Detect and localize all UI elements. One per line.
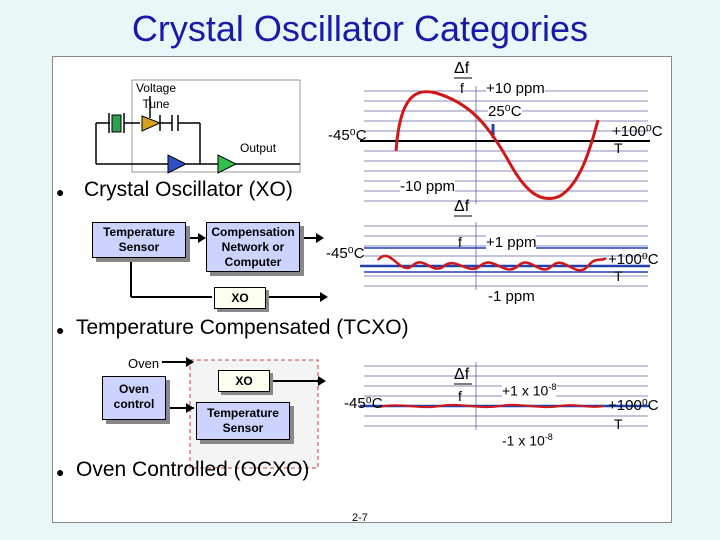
- diagram-panel: [52, 56, 672, 523]
- xo-room-temp-label: 25⁰C: [488, 102, 522, 120]
- section-bullet-ocxo: ●: [56, 464, 65, 480]
- tcxo-xo-box: XO: [214, 287, 266, 309]
- xo-temp-axis-label: T: [614, 140, 623, 156]
- oven-control-label: Oven control: [113, 382, 155, 411]
- tcxo-arrows: [130, 237, 320, 298]
- ocxo-temperature-sensor-label: Temperature Sensor: [207, 406, 279, 435]
- tcxo-arrow-head-2: [316, 233, 324, 243]
- compensation-network-label: Compensation Network or Computer: [211, 225, 295, 269]
- ocxo-df-label: Δf: [454, 366, 470, 383]
- tcxo-right-temp-label: +100⁰C: [608, 251, 659, 268]
- page-number: 2-7: [352, 512, 368, 524]
- xo-left-temp-label: -45⁰C: [328, 127, 367, 144]
- ocxo-arrow-head-3: [318, 376, 326, 386]
- varactor-icon: [141, 115, 162, 132]
- xo-frequency-curve: [394, 90, 600, 201]
- tcxo-xo-label: XO: [231, 291, 249, 305]
- amplifier-icon: [167, 154, 188, 174]
- ocxo-right-temp-label: +100⁰C: [608, 397, 659, 414]
- xo-chart-grid: [364, 86, 648, 204]
- ocxo-frequency-curve: [379, 403, 605, 409]
- section-title-xo: Crystal Oscillator (XO): [84, 178, 293, 201]
- ocxo-lower-base: -1 x 10: [502, 432, 545, 449]
- ocxo-arrow-head-1: [186, 357, 194, 367]
- ocxo-lower-label: -1 x 10-8: [502, 432, 553, 449]
- voltage-tune-label: Voltage Tune: [135, 81, 177, 111]
- oven-label: Oven: [128, 356, 160, 371]
- ocxo-xo-label: XO: [235, 374, 253, 388]
- ocxo-upper-base: +1 x 10: [502, 382, 549, 399]
- oven-control-box: Oven control: [102, 376, 166, 420]
- tcxo-arrow-head-3: [320, 292, 328, 302]
- xo-f-label: f: [460, 80, 464, 96]
- tcxo-chart-grid: [364, 222, 648, 290]
- ocxo-lower-exponent: -8: [544, 432, 553, 442]
- section-bullet-tcxo: ●: [56, 322, 65, 338]
- tcxo-f-label: f: [458, 234, 462, 250]
- ocxo-upper-label: +1 x 10-8: [502, 382, 557, 399]
- ocxo-f-label: f: [458, 388, 462, 404]
- ocxo-arrows: [162, 361, 318, 409]
- tcxo-upper-label: +1 ppm: [486, 234, 537, 251]
- tcxo-temp-axis-label: T: [614, 268, 623, 284]
- compensation-network: Compensation Network or Computer: [206, 222, 300, 272]
- xo-circuit-wires: [95, 96, 300, 165]
- tcxo-arrow-head-1: [198, 233, 206, 243]
- ocxo-chart-grid: [364, 362, 648, 430]
- tcxo-temperature-sensor: Temperature Sensor: [92, 222, 186, 258]
- xo-right-temp-label: +100⁰C: [612, 123, 663, 140]
- ocxo-temperature-sensor: Temperature Sensor: [196, 402, 290, 440]
- section-bullet-xo: ●: [56, 184, 65, 200]
- section-title-tcxo: Temperature Compensated (TCXO): [76, 316, 409, 339]
- tcxo-temperature-sensor-label: Temperature Sensor: [103, 225, 175, 254]
- ocxo-upper-exponent: -8: [548, 382, 557, 392]
- ocxo-temp-axis-label: T: [614, 416, 623, 432]
- buffer-icon: [217, 154, 238, 174]
- crystal-icon: [111, 114, 122, 133]
- section-title-ocxo: Oven Controlled (OCXO): [76, 458, 310, 481]
- tcxo-df-label: Δf: [454, 198, 470, 215]
- ocxo-left-temp-label: -45⁰C: [344, 395, 383, 412]
- xo-lower-label: -10 ppm: [400, 178, 456, 195]
- tcxo-lower-label: -1 ppm: [488, 288, 535, 305]
- output-label: Output: [240, 141, 277, 155]
- ocxo-xo-box: XO: [218, 370, 270, 392]
- tcxo-frequency-curve: [377, 254, 607, 272]
- xo-df-label: Δf: [454, 60, 470, 77]
- xo-circuit-frame: [131, 79, 301, 173]
- tcxo-left-temp-label: -45⁰C: [326, 245, 365, 262]
- page-title: Crystal Oscillator Categories: [131, 8, 589, 49]
- xo-upper-label: +10 ppm: [486, 80, 545, 97]
